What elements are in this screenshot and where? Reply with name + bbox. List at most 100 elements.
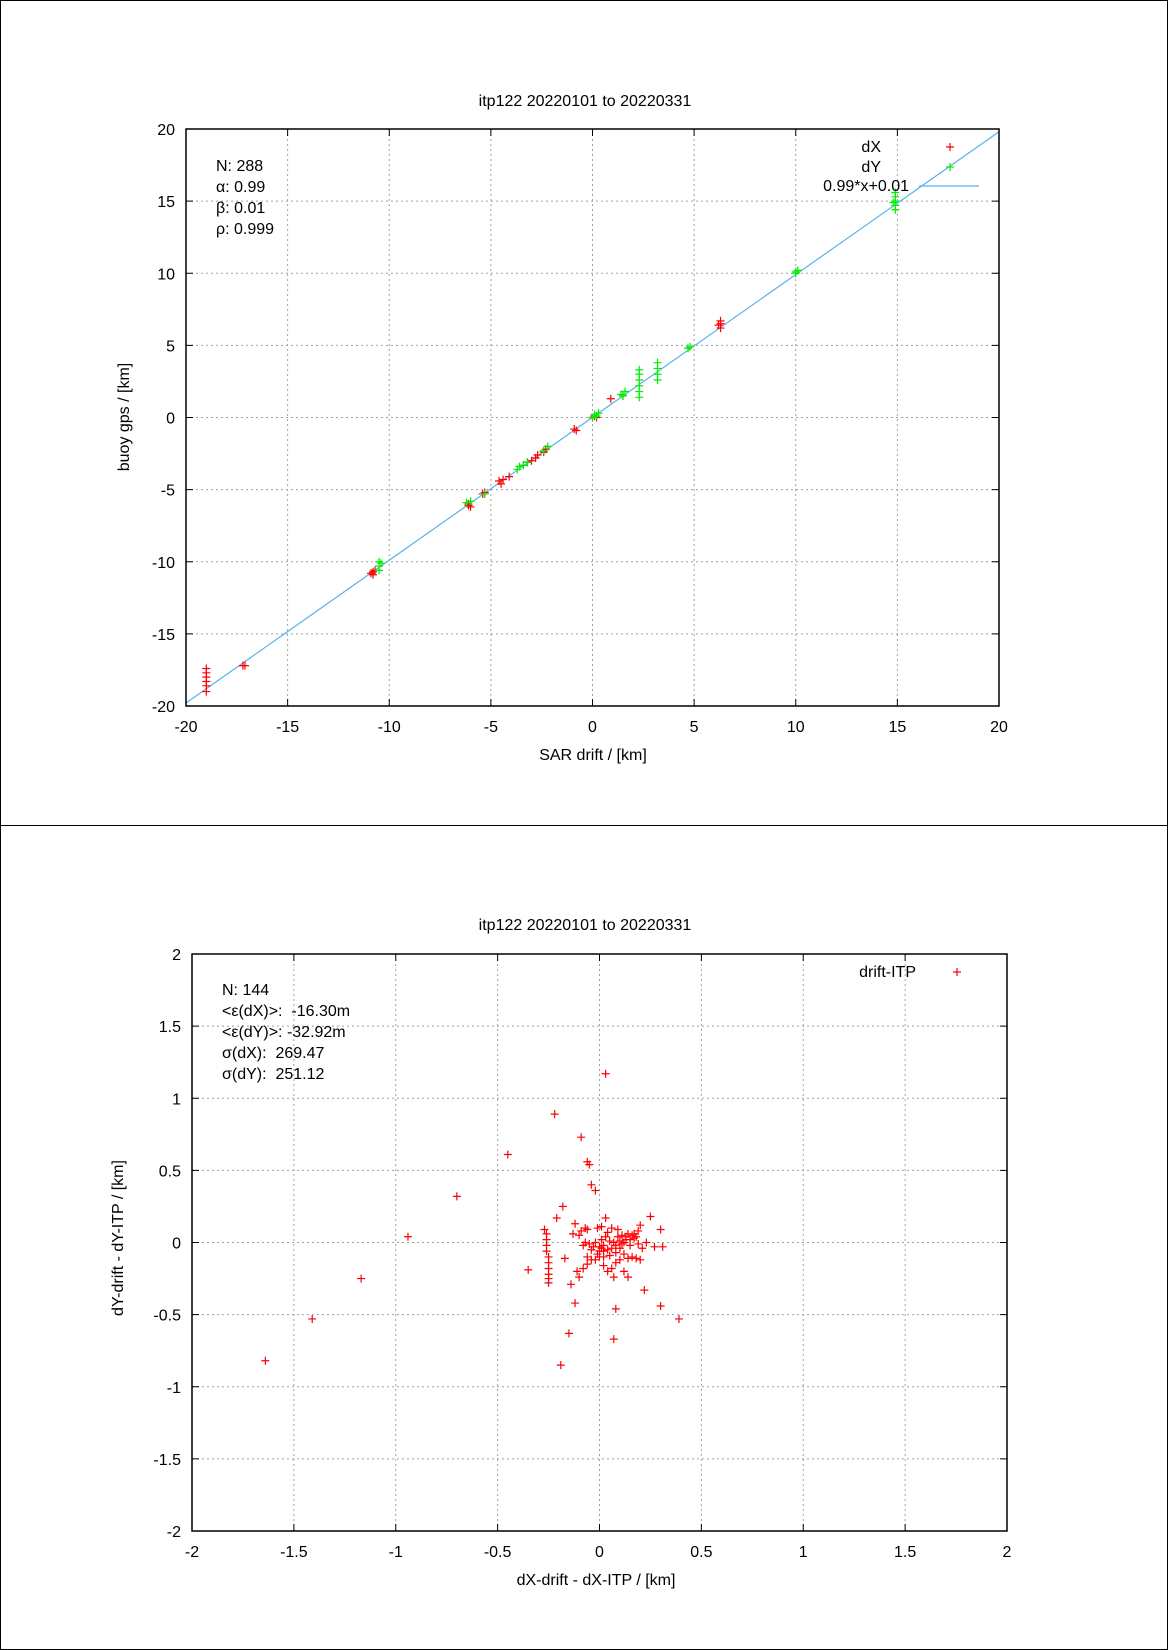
annotation-n: N: 144 <box>222 982 269 999</box>
point-drift-itp <box>575 1231 584 1240</box>
point-dy <box>375 566 384 575</box>
x-tick-label: 20 <box>990 719 1008 736</box>
point-drift-itp <box>619 1267 628 1276</box>
y-tick-label: 0 <box>172 1236 181 1253</box>
point-drift-itp <box>583 1260 592 1269</box>
point-drift-itp <box>632 1254 641 1263</box>
y-tick-label: -2 <box>167 1524 181 1541</box>
scatter-chart-2: itp122 20220101 to 20220331 dX-drift - d… <box>110 917 1012 1589</box>
point-drift-itp <box>607 1224 616 1233</box>
point-dx <box>202 664 211 673</box>
point-drift-itp <box>583 1225 592 1234</box>
x-tick-label: 1.5 <box>894 1544 916 1561</box>
x-tick-label: -10 <box>378 719 401 736</box>
point-drift-itp <box>609 1273 618 1282</box>
annotation-mean-dy: <ε(dY)>: -32.92m <box>222 1024 346 1041</box>
y-tick-label: 2 <box>172 947 181 964</box>
stats-annotation: N: 144 <ε(dX)>: -16.30m <ε(dY)>: -32.92m… <box>222 982 350 1083</box>
point-drift-itp <box>542 1247 551 1256</box>
point-dx <box>527 456 536 465</box>
legend-label-dy: dY <box>861 159 881 176</box>
x-axis-label: SAR drift / [km] <box>539 747 647 764</box>
annotation-rho: ρ: 0.999 <box>216 221 274 238</box>
point-drift-itp <box>611 1258 620 1267</box>
point-dx <box>368 570 377 579</box>
y-tick-label: 15 <box>157 194 175 211</box>
marks <box>261 1069 683 1370</box>
legend: dX dY 0.99*x+0.01 <box>823 139 979 195</box>
annotation-sigma-dy: σ(dY): 251.12 <box>222 1066 324 1083</box>
point-drift-itp <box>550 1110 559 1119</box>
point-drift-itp <box>558 1202 567 1211</box>
point-dy <box>594 409 603 418</box>
y-tick-label: -15 <box>152 627 175 644</box>
point-drift-itp <box>261 1356 270 1365</box>
point-dy <box>616 390 625 399</box>
point-dy <box>377 559 386 568</box>
point-drift-itp <box>564 1329 573 1338</box>
point-drift-itp <box>587 1180 596 1189</box>
marks <box>202 188 900 696</box>
x-tick-label: -0.5 <box>484 1544 512 1561</box>
stats-annotation: N: 288 α: 0.99 β: 0.01 ρ: 0.999 <box>216 158 274 238</box>
y-tick-label: 0.5 <box>159 1163 181 1180</box>
grid <box>192 954 1007 1531</box>
point-dy <box>515 462 524 471</box>
x-tick-label: -2 <box>185 1544 199 1561</box>
point-drift-itp <box>619 1250 628 1259</box>
point-dy <box>635 365 644 374</box>
point-drift-itp <box>605 1237 614 1246</box>
point-dx <box>570 425 579 434</box>
annotation-n: N: 288 <box>216 158 263 175</box>
point-drift-itp <box>611 1241 620 1250</box>
point-drift-itp <box>630 1229 639 1238</box>
annotation-sigma-dx: σ(dX): 269.47 <box>222 1045 324 1062</box>
point-dy <box>519 461 528 470</box>
point-drift-itp <box>585 1160 594 1169</box>
point-drift-itp <box>569 1229 578 1238</box>
point-drift-itp <box>658 1242 667 1251</box>
point-drift-itp <box>589 1242 598 1251</box>
point-dx <box>499 475 508 484</box>
ticks: -2 -1.5 -1 -0.5 0 0.5 1 1.5 2 -2 -1.5 -1 -0.5 0 0.5 1 1.… <box>153 947 1011 1561</box>
y-tick-label: 0 <box>166 411 175 428</box>
ticks: -20 -15 -10 -5 0 5 10 15 20 -20 -15 -10 -5 0 5 10 15 20 <box>152 122 1008 736</box>
point-drift-itp <box>611 1248 620 1257</box>
chart-title: itp122 20220101 to 20220331 <box>479 917 692 934</box>
point-dx <box>366 569 375 578</box>
x-tick-label: -15 <box>276 719 299 736</box>
point-drift-itp <box>581 1224 590 1233</box>
x-tick-label: 15 <box>888 719 906 736</box>
point-drift-itp <box>674 1314 683 1323</box>
annotation-alpha: α: 0.99 <box>216 179 265 196</box>
point-dx <box>240 661 249 670</box>
x-tick-label: 2 <box>1003 1544 1012 1561</box>
x-tick-label: 5 <box>690 719 699 736</box>
point-drift-itp <box>591 1255 600 1264</box>
point-drift-itp <box>540 1225 549 1234</box>
point-drift-itp <box>607 1264 616 1273</box>
point-drift-itp <box>634 1239 643 1248</box>
y-tick-label: -20 <box>152 699 175 716</box>
y-tick-label: 1 <box>172 1091 181 1108</box>
point-drift-itp <box>601 1069 610 1078</box>
x-tick-label: 10 <box>787 719 805 736</box>
point-drift-itp <box>613 1232 622 1241</box>
point-drift-itp <box>597 1222 606 1231</box>
x-tick-label: -5 <box>484 719 498 736</box>
point-drift-itp <box>613 1225 622 1234</box>
chart-title: itp122 20220101 to 20220331 <box>479 93 692 110</box>
point-drift-itp <box>642 1238 651 1247</box>
point-drift-itp <box>544 1278 553 1287</box>
point-drift-itp <box>650 1242 659 1251</box>
point-drift-itp <box>308 1314 317 1323</box>
point-drift-itp <box>615 1255 624 1264</box>
point-dx <box>505 472 514 481</box>
point-drift-itp <box>617 1231 626 1240</box>
point-drift-itp <box>585 1239 594 1248</box>
y-tick-label: 5 <box>166 338 175 355</box>
x-tick-label: 0 <box>595 1544 604 1561</box>
point-drift-itp <box>593 1224 602 1233</box>
point-dx <box>714 321 723 330</box>
point-dy <box>791 267 800 276</box>
